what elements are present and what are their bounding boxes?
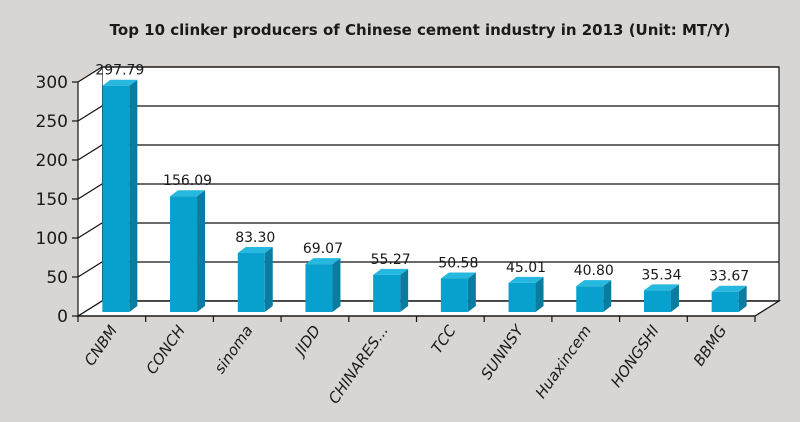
- bar: [643, 290, 671, 312]
- data-label: 83.30: [235, 230, 275, 246]
- data-label: 156.09: [163, 173, 212, 189]
- x-category-label: TCC: [428, 322, 460, 357]
- x-category-label: JIDD: [289, 322, 324, 361]
- y-tick-label: 150: [36, 190, 68, 210]
- y-tick-label: 50: [46, 268, 68, 288]
- y-tick-label: 0: [57, 307, 68, 327]
- x-category-label: CNBM: [81, 322, 122, 369]
- bar: [508, 282, 536, 312]
- bar: [237, 253, 265, 312]
- bar-top: [643, 284, 679, 291]
- bar-side: [603, 280, 612, 312]
- gridline: [77, 183, 779, 200]
- bar-side: [535, 276, 544, 312]
- bar-side: [467, 272, 476, 312]
- data-label: 69.07: [303, 241, 343, 257]
- x-category-label: CONCH: [142, 322, 188, 378]
- bar: [711, 291, 739, 312]
- bar-side: [332, 258, 341, 312]
- bar: [102, 85, 130, 312]
- y-tick-label: 300: [36, 73, 68, 93]
- bar-side: [400, 268, 409, 312]
- bar-top: [440, 272, 476, 279]
- y-tick-label: 200: [36, 151, 68, 171]
- y-tick-label: 100: [36, 229, 68, 249]
- bar-side: [197, 190, 206, 312]
- bar-side: [670, 284, 679, 312]
- data-label: 297.79: [95, 63, 144, 79]
- gridline: [77, 300, 779, 317]
- bar-side: [129, 79, 138, 312]
- data-label: 55.27: [371, 252, 411, 268]
- y-tick-label: 250: [36, 112, 68, 132]
- x-category-label: CHINARES...: [325, 322, 392, 407]
- data-label: 40.80: [574, 263, 614, 279]
- chart-title: Top 10 clinker producers of Chinese ceme…: [110, 21, 731, 39]
- bar-top: [170, 190, 206, 197]
- bar: [170, 196, 198, 312]
- gridline: [77, 105, 779, 122]
- bar: [576, 286, 604, 312]
- gridline: [77, 222, 779, 239]
- gridline: [77, 261, 779, 278]
- data-label: 45.01: [506, 260, 546, 276]
- bar: [305, 264, 333, 312]
- data-label: 50.58: [438, 256, 478, 272]
- data-label: 35.34: [641, 267, 681, 283]
- bar-top: [508, 276, 544, 283]
- bar-side: [738, 285, 747, 312]
- bar-top: [711, 285, 747, 292]
- x-category-label: SUNNSY: [477, 320, 528, 382]
- gridline: [77, 144, 779, 161]
- bar: [440, 278, 468, 312]
- bar-top: [576, 280, 612, 287]
- gridline: [77, 66, 779, 83]
- x-category-label: sinoma: [211, 322, 257, 377]
- bar-top: [305, 258, 341, 265]
- bar: [373, 274, 401, 312]
- bar-top: [373, 268, 409, 275]
- bar-top: [102, 79, 138, 86]
- x-category-label: Huaxincem: [532, 322, 595, 402]
- x-category-label: BBMG: [690, 322, 731, 369]
- x-category-label: HONGSHI: [607, 321, 663, 390]
- bar-side: [264, 247, 273, 312]
- data-label: 33.67: [709, 269, 749, 285]
- bar-top: [237, 247, 273, 254]
